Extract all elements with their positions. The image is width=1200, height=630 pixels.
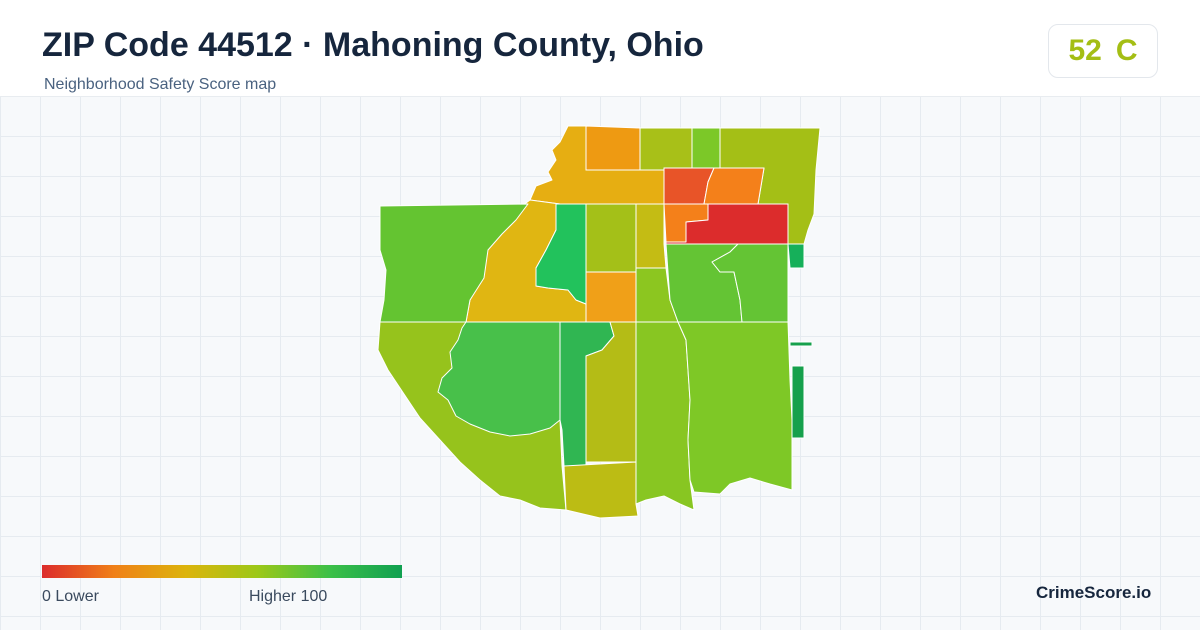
region-north-3[interactable]	[639, 127, 693, 171]
legend-color-bar	[42, 565, 402, 578]
region-north-4[interactable]	[691, 127, 721, 169]
region-mid-east-3[interactable]	[711, 243, 789, 323]
region-central-2[interactable]	[635, 203, 667, 269]
region-north-2[interactable]	[585, 125, 641, 171]
region-south-1[interactable]	[635, 321, 695, 511]
region-east-edge-3[interactable]	[791, 365, 805, 439]
legend-high-label: Higher 100	[249, 588, 328, 605]
region-south-2[interactable]	[677, 321, 793, 495]
region-east-edge-1[interactable]	[787, 243, 805, 269]
region-east-edge-2[interactable]	[789, 341, 813, 347]
region-south-bottom[interactable]	[563, 461, 639, 519]
legend-low-label: 0 Lower	[42, 588, 99, 605]
region-central-1[interactable]	[585, 203, 637, 273]
region-southwest-inner[interactable]	[437, 321, 561, 437]
region-hotspot-2[interactable]	[703, 167, 765, 205]
region-west[interactable]	[379, 203, 529, 323]
score-value: 52	[1068, 34, 1102, 67]
legend-gradient	[42, 565, 402, 578]
score-badge: 52 C	[1048, 24, 1158, 78]
page-subtitle: Neighborhood Safety Score map	[44, 76, 277, 93]
page-title: ZIP Code 44512 · Mahoning County, Ohio	[42, 26, 704, 64]
header: ZIP Code 44512 · Mahoning County, Ohio N…	[0, 0, 1200, 97]
region-hotspot-4[interactable]	[665, 203, 789, 245]
brand-logo-text[interactable]: CrimeScore.io	[1036, 583, 1152, 602]
region-central-orange[interactable]	[585, 271, 637, 323]
score-grade: C	[1115, 34, 1138, 67]
